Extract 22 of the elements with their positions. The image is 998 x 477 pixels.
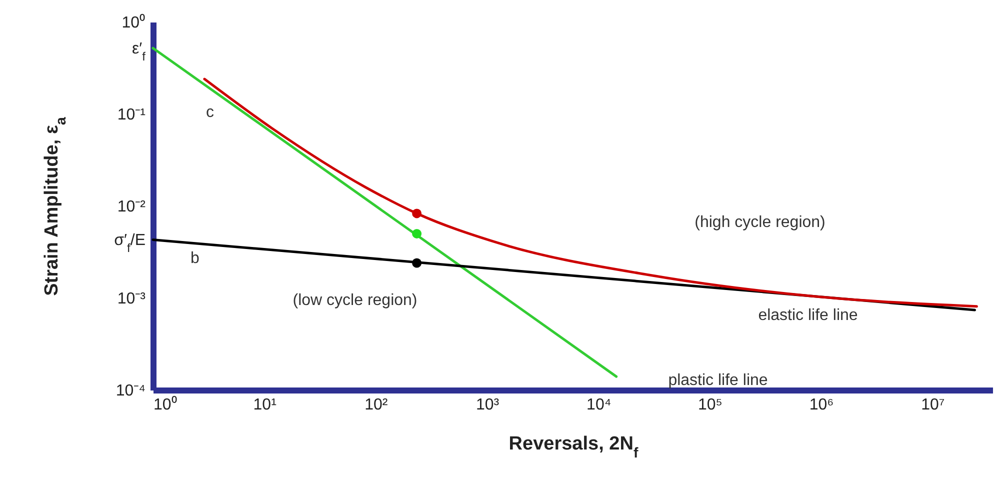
x-tick-label: 10³ xyxy=(476,396,500,414)
y-tick-label: 10⁻² xyxy=(117,198,146,216)
x-tick-label: 10⁵ xyxy=(698,396,722,414)
x-tick-label: 10⁶ xyxy=(809,396,834,414)
annotation: c xyxy=(206,104,214,121)
y-tick-label: 10⁰ xyxy=(122,14,146,32)
y-tick-label: 10⁻¹ xyxy=(117,106,146,124)
x-axis-title: Reversals, 2N$_{f}$ xyxy=(508,434,638,462)
x-tick-label: 10⁷ xyxy=(921,396,945,414)
y-tick-label: ε′$_{f}$ xyxy=(132,40,146,64)
annotation: elastic life line xyxy=(758,307,858,324)
y-tick-label: 10⁻³ xyxy=(117,290,146,308)
y-tick-label: 10⁻⁴ xyxy=(116,382,146,400)
annotation: (low cycle region) xyxy=(292,292,418,309)
annotation: plastic life line xyxy=(668,372,768,389)
x-tick-label: 10⁰ xyxy=(154,396,178,414)
annotation: b xyxy=(190,250,200,267)
annotation: (high cycle region) xyxy=(694,214,826,231)
y-tick-label: σ′$_{f}$/E xyxy=(114,232,146,256)
x-tick-label: 10¹ xyxy=(253,396,276,414)
x-tick-label: 10⁴ xyxy=(586,396,612,414)
x-tick-label: 10² xyxy=(364,396,388,414)
